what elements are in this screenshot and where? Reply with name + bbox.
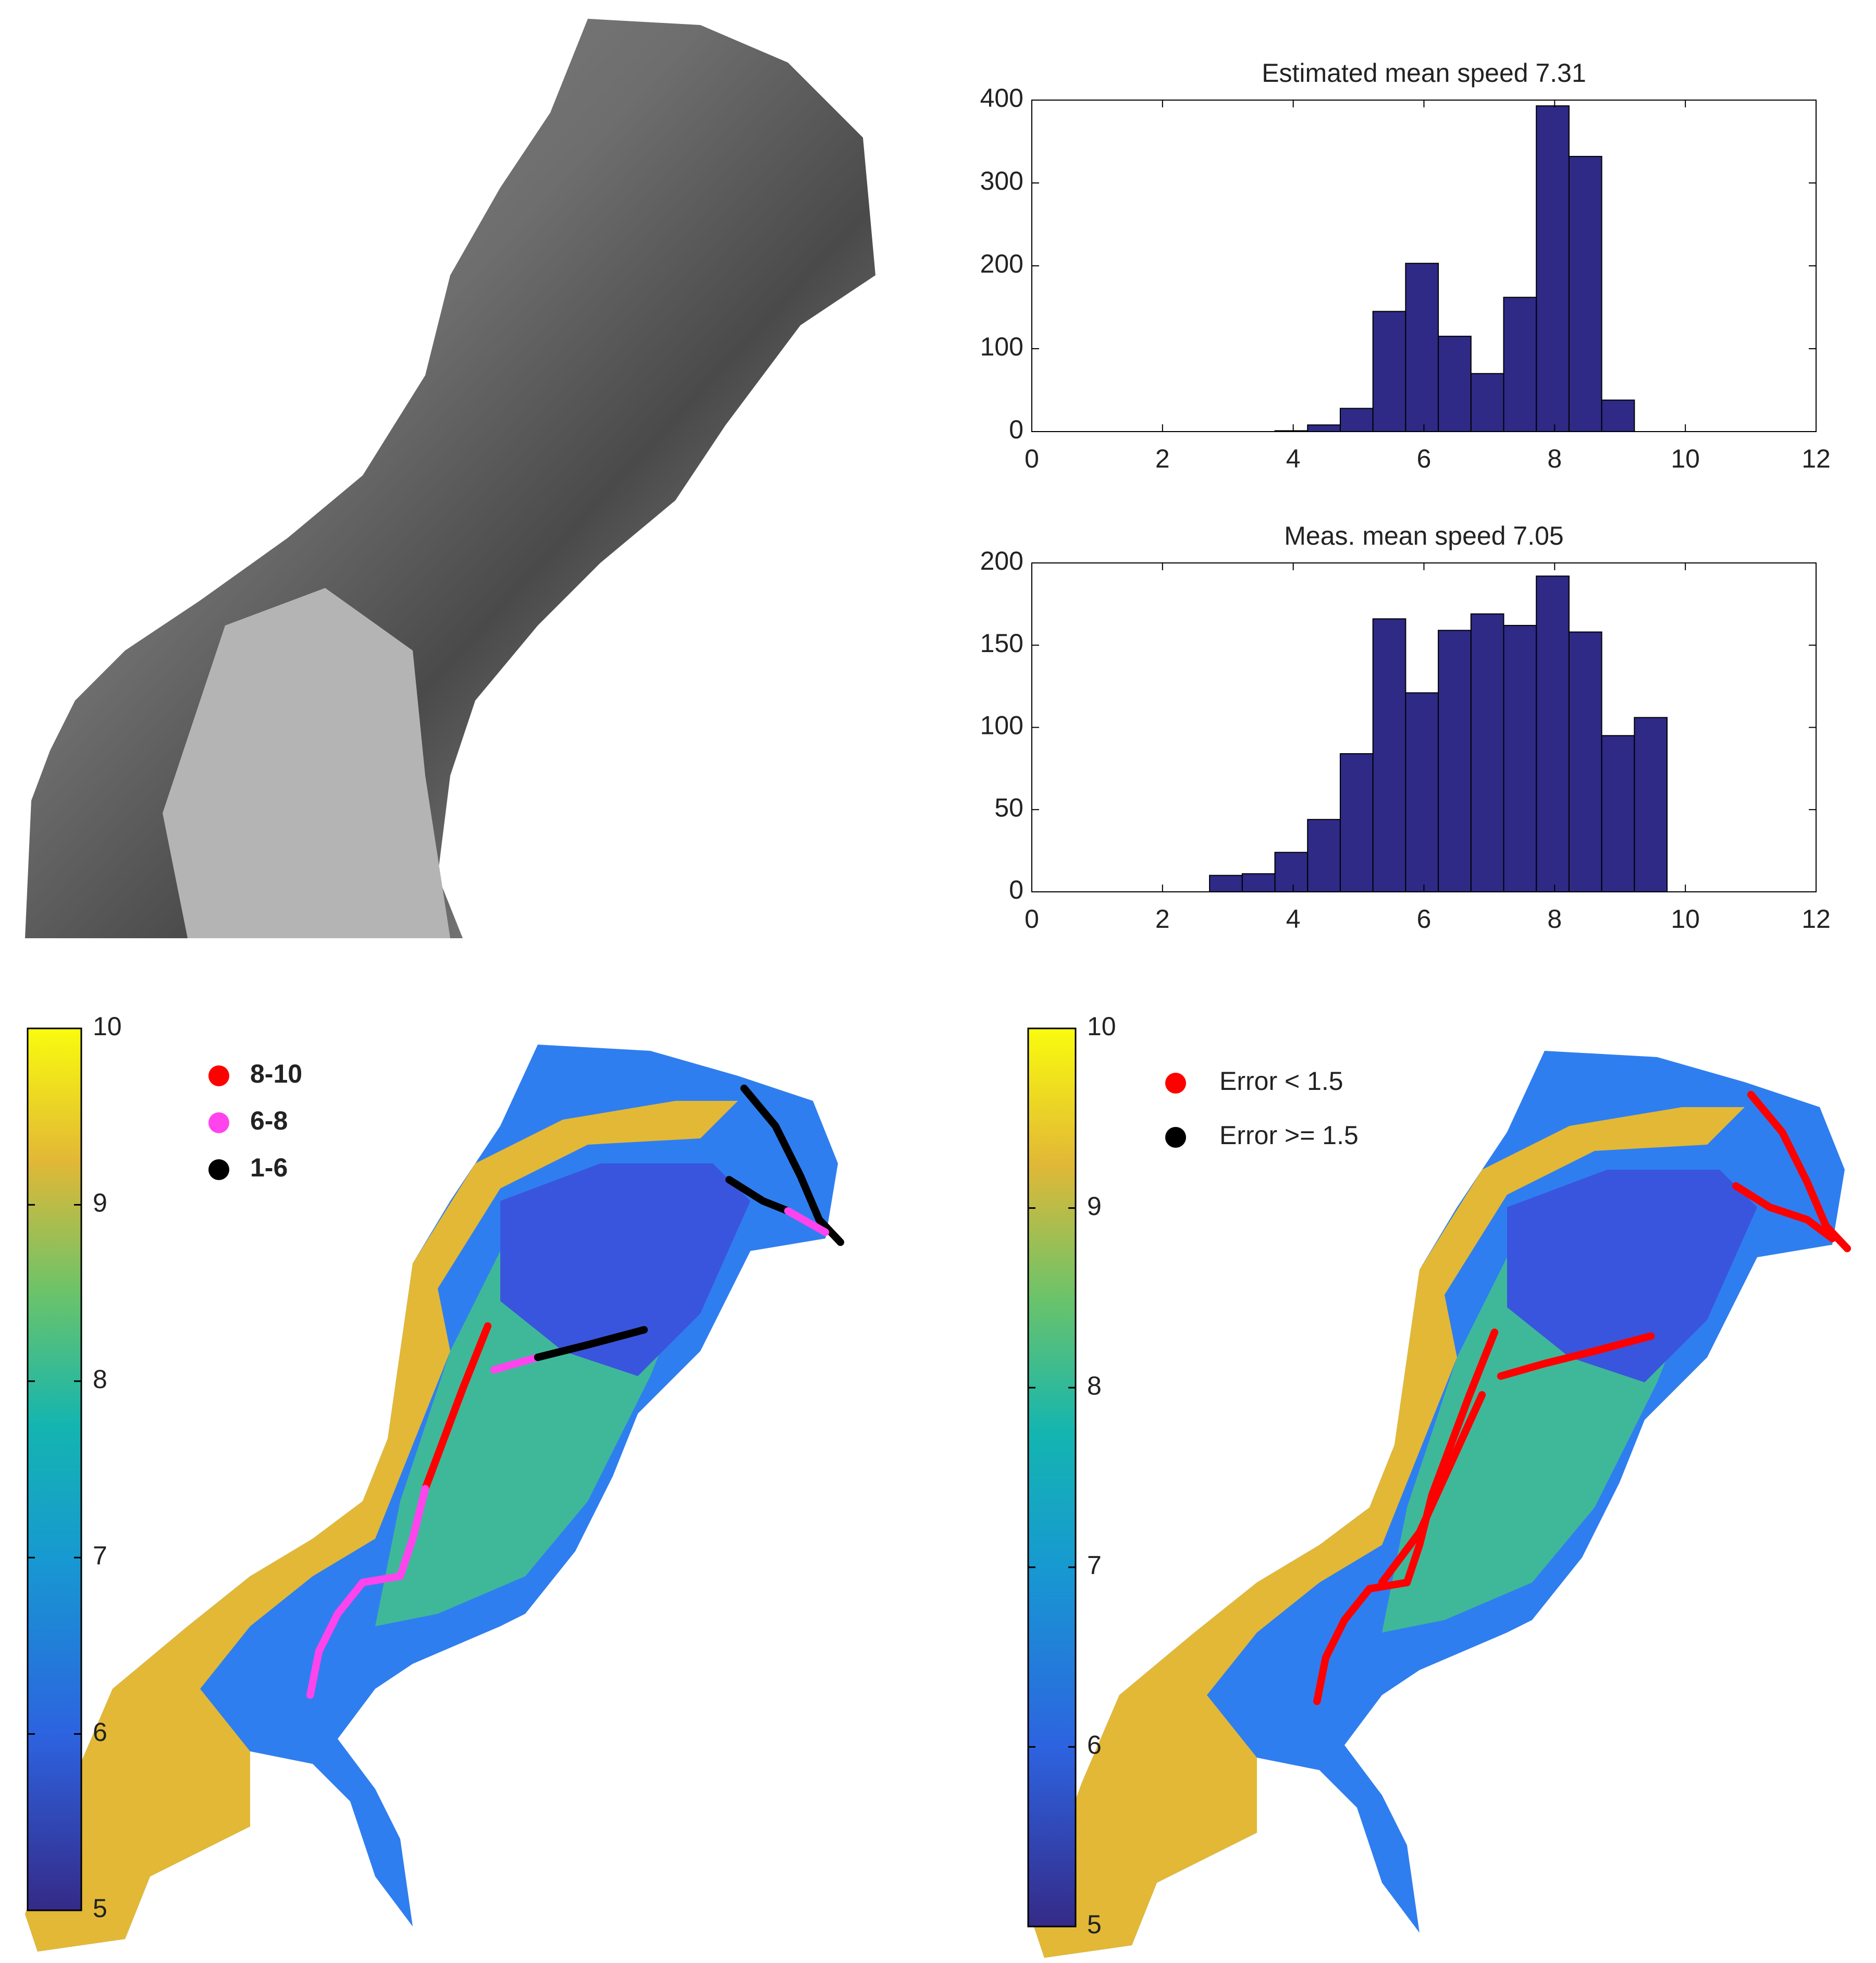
colorbar-label: 10 [1087, 1012, 1116, 1041]
legend-marker [1165, 1127, 1186, 1148]
bar [1405, 263, 1439, 432]
tracks [1313, 1090, 1852, 1706]
colorbar-label: 8 [93, 1365, 107, 1394]
legend-marker [208, 1065, 229, 1086]
colorbar-label: 10 [93, 1012, 122, 1041]
bar [1372, 618, 1406, 892]
tracks [306, 1084, 845, 1699]
x-tick-label: 8 [1547, 904, 1562, 934]
bar [1470, 613, 1504, 893]
bar [1634, 717, 1668, 892]
x-tick-label: 12 [1801, 904, 1831, 934]
x-tick-label: 12 [1801, 444, 1831, 473]
bar [1372, 311, 1406, 433]
bar [1568, 156, 1602, 432]
colorbar-label: 6 [1087, 1731, 1102, 1760]
legend-label: 8-10 [250, 1059, 302, 1088]
track [725, 1176, 792, 1215]
bar [1438, 336, 1472, 433]
colorbar-label: 9 [93, 1188, 107, 1218]
y-tick-label: 100 [980, 332, 1023, 361]
track [784, 1207, 830, 1236]
colorbar-label: 6 [93, 1717, 107, 1747]
colorbar-label: 5 [1087, 1910, 1102, 1939]
legend-label: 1-6 [250, 1153, 288, 1182]
bar [1568, 631, 1602, 892]
x-tick-label: 0 [1025, 904, 1039, 934]
chart-title: Meas. mean speed 7.05 [1284, 521, 1563, 550]
chart-title: Estimated mean speed 7.31 [1262, 58, 1586, 88]
y-tick-label: 0 [1009, 875, 1023, 904]
x-tick-label: 8 [1547, 444, 1562, 473]
satellite-open-water [163, 588, 451, 939]
x-tick-label: 6 [1417, 444, 1431, 473]
x-tick-label: 10 [1671, 444, 1700, 473]
legend-marker [208, 1112, 229, 1133]
track [1732, 1182, 1836, 1243]
bar [1209, 875, 1243, 892]
y-tick-label: 200 [980, 249, 1023, 278]
track [306, 1484, 429, 1699]
legend-label: 6-8 [250, 1106, 288, 1135]
track [1497, 1332, 1655, 1380]
colorbar-label: 7 [1087, 1551, 1102, 1580]
x-tick-label: 2 [1155, 444, 1170, 473]
x-tick-label: 6 [1417, 904, 1431, 934]
bar [1438, 630, 1472, 892]
y-tick-label: 300 [980, 166, 1023, 195]
legend-label: Error < 1.5 [1219, 1066, 1343, 1096]
bar [1405, 692, 1439, 892]
colorbar-label: 9 [1087, 1192, 1102, 1221]
y-tick-label: 0 [1009, 415, 1023, 444]
bar [1241, 873, 1276, 893]
colorbar-label: 7 [93, 1541, 107, 1570]
x-tick-label: 4 [1286, 444, 1301, 473]
x-tick-label: 2 [1155, 904, 1170, 934]
y-tick-label: 50 [994, 793, 1023, 822]
bar [1339, 753, 1374, 892]
bar [1536, 575, 1570, 892]
colorbar [1027, 1027, 1077, 1928]
bar [1601, 399, 1635, 433]
bar [1503, 297, 1537, 432]
track [421, 1322, 492, 1493]
colorbar-label: 8 [1087, 1371, 1102, 1400]
speed-map [1032, 1051, 1845, 1958]
bar [1536, 105, 1570, 432]
colorbar [27, 1027, 82, 1911]
bar [1601, 735, 1635, 893]
legend-marker [1165, 1073, 1186, 1094]
bar [1307, 819, 1341, 893]
speed-map [25, 1045, 838, 1952]
track [1378, 1391, 1486, 1587]
x-tick-label: 10 [1671, 904, 1700, 934]
y-tick-label: 100 [980, 711, 1023, 740]
satellite-image [25, 19, 876, 939]
legend-label: Error >= 1.5 [1219, 1121, 1359, 1150]
legend-marker [208, 1159, 229, 1180]
track [490, 1353, 542, 1374]
bar [1503, 624, 1537, 892]
colorbar-label: 5 [93, 1894, 107, 1923]
y-tick-label: 200 [980, 546, 1023, 575]
track [1313, 1328, 1499, 1706]
x-tick-label: 0 [1025, 444, 1039, 473]
bar [1307, 424, 1341, 433]
y-tick-label: 150 [980, 629, 1023, 658]
bar [1274, 852, 1309, 893]
x-tick-label: 4 [1286, 904, 1301, 934]
bar [1339, 408, 1374, 432]
track [534, 1326, 648, 1361]
track [1747, 1090, 1852, 1253]
track [740, 1084, 845, 1246]
y-tick-label: 400 [980, 83, 1023, 113]
bar [1470, 373, 1504, 433]
